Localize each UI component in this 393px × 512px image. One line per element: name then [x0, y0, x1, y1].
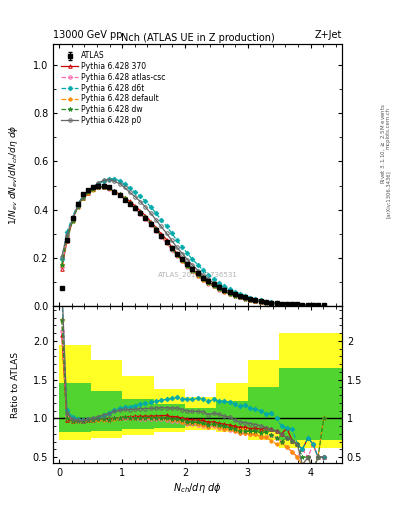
Pythia 6.428 atlas-csc — [311, 303, 316, 309]
Pythia 6.428 370 — [143, 212, 148, 219]
Pythia 6.428 370 — [59, 266, 64, 272]
Pythia 6.428 dw — [143, 214, 148, 220]
Pythia 6.428 d6t — [122, 181, 127, 187]
Line: Pythia 6.428 dw: Pythia 6.428 dw — [59, 184, 326, 308]
Pythia 6.428 d6t — [321, 303, 326, 309]
Pythia 6.428 370 — [311, 303, 316, 309]
Y-axis label: $1/N_{ev}\ dN_{ev}/dN_{ch}/d\eta\ d\phi$: $1/N_{ev}\ dN_{ev}/dN_{ch}/d\eta\ d\phi$ — [7, 124, 20, 225]
Text: [arXiv:1306.3436]: [arXiv:1306.3436] — [386, 170, 391, 219]
Pythia 6.428 p0 — [321, 303, 326, 309]
Pythia 6.428 370 — [122, 195, 127, 201]
Pythia 6.428 default — [149, 221, 153, 227]
Pythia 6.428 default — [311, 303, 316, 309]
X-axis label: $N_{ch}/d\eta\ d\phi$: $N_{ch}/d\eta\ d\phi$ — [173, 481, 222, 495]
Pythia 6.428 370 — [253, 297, 258, 304]
Pythia 6.428 370 — [149, 219, 153, 225]
Pythia 6.428 dw — [149, 220, 153, 226]
Text: mcplots.cern.ch: mcplots.cern.ch — [386, 107, 391, 149]
Pythia 6.428 dw — [316, 303, 320, 309]
Pythia 6.428 default — [321, 303, 326, 309]
Pythia 6.428 p0 — [143, 204, 148, 210]
Pythia 6.428 atlas-csc — [237, 294, 242, 301]
Pythia 6.428 default — [237, 294, 242, 301]
Pythia 6.428 default — [96, 184, 101, 190]
Pythia 6.428 p0 — [107, 177, 111, 183]
Line: Pythia 6.428 atlas-csc: Pythia 6.428 atlas-csc — [60, 185, 325, 307]
Legend: ATLAS, Pythia 6.428 370, Pythia 6.428 atlas-csc, Pythia 6.428 d6t, Pythia 6.428 : ATLAS, Pythia 6.428 370, Pythia 6.428 at… — [60, 50, 167, 126]
Pythia 6.428 default — [122, 195, 127, 201]
Pythia 6.428 atlas-csc — [122, 196, 127, 202]
Pythia 6.428 p0 — [253, 297, 258, 304]
Pythia 6.428 d6t — [237, 291, 242, 297]
Line: Pythia 6.428 d6t: Pythia 6.428 d6t — [60, 177, 325, 307]
Pythia 6.428 p0 — [237, 293, 242, 299]
Pythia 6.428 atlas-csc — [321, 303, 326, 309]
Pythia 6.428 atlas-csc — [316, 303, 320, 309]
Pythia 6.428 d6t — [149, 204, 153, 210]
Pythia 6.428 370 — [321, 303, 326, 309]
Line: Pythia 6.428 370: Pythia 6.428 370 — [60, 185, 325, 307]
Pythia 6.428 default — [59, 262, 64, 268]
Pythia 6.428 dw — [59, 262, 64, 268]
Pythia 6.428 d6t — [316, 303, 320, 309]
Pythia 6.428 d6t — [107, 176, 111, 182]
Pythia 6.428 dw — [122, 195, 127, 201]
Title: Nch (ATLAS UE in Z production): Nch (ATLAS UE in Z production) — [121, 33, 274, 42]
Pythia 6.428 dw — [253, 298, 258, 304]
Line: Pythia 6.428 p0: Pythia 6.428 p0 — [60, 178, 325, 307]
Text: ATLAS_2019_I1736531: ATLAS_2019_I1736531 — [158, 271, 237, 278]
Pythia 6.428 p0 — [59, 253, 64, 260]
Pythia 6.428 atlas-csc — [149, 222, 153, 228]
Pythia 6.428 atlas-csc — [253, 298, 258, 304]
Pythia 6.428 dw — [311, 303, 316, 309]
Pythia 6.428 default — [316, 303, 320, 309]
Pythia 6.428 p0 — [316, 303, 320, 309]
Pythia 6.428 default — [253, 298, 258, 304]
Text: 13000 GeV pp: 13000 GeV pp — [53, 30, 123, 40]
Pythia 6.428 d6t — [143, 198, 148, 204]
Pythia 6.428 370 — [96, 184, 101, 190]
Text: Z+Jet: Z+Jet — [314, 30, 342, 40]
Line: Pythia 6.428 default: Pythia 6.428 default — [60, 186, 325, 307]
Pythia 6.428 atlas-csc — [143, 216, 148, 222]
Pythia 6.428 370 — [316, 303, 320, 309]
Pythia 6.428 p0 — [149, 210, 153, 217]
Pythia 6.428 atlas-csc — [96, 184, 101, 190]
Pythia 6.428 dw — [237, 294, 242, 301]
Pythia 6.428 default — [143, 215, 148, 221]
Pythia 6.428 d6t — [59, 256, 64, 262]
Pythia 6.428 370 — [237, 294, 242, 300]
Pythia 6.428 atlas-csc — [59, 264, 64, 270]
Text: Rivet 3.1.10, $\geq$ 2.5M events: Rivet 3.1.10, $\geq$ 2.5M events — [379, 103, 387, 184]
Pythia 6.428 dw — [321, 303, 326, 309]
Y-axis label: Ratio to ATLAS: Ratio to ATLAS — [11, 352, 20, 418]
Pythia 6.428 dw — [96, 183, 101, 189]
Pythia 6.428 d6t — [253, 296, 258, 302]
Pythia 6.428 p0 — [122, 184, 127, 190]
Pythia 6.428 p0 — [311, 303, 316, 309]
Pythia 6.428 d6t — [311, 303, 316, 309]
